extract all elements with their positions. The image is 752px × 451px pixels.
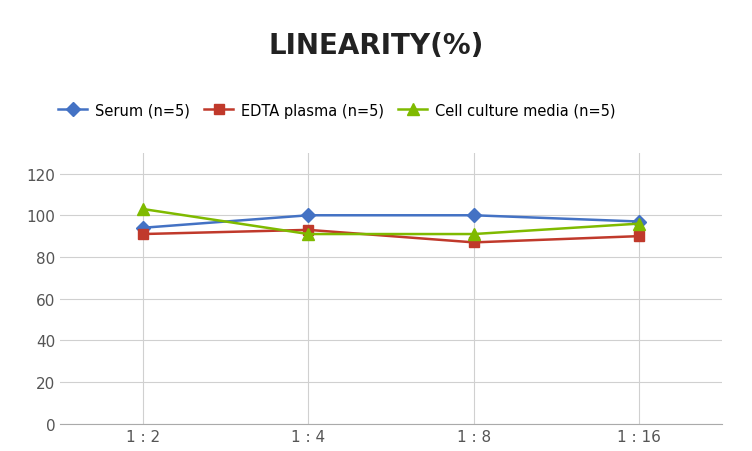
Line: Cell culture media (n=5): Cell culture media (n=5) — [137, 203, 645, 241]
Cell culture media (n=5) — [635, 221, 644, 227]
Cell culture media (n=5) — [469, 232, 478, 237]
Legend: Serum (n=5), EDTA plasma (n=5), Cell culture media (n=5): Serum (n=5), EDTA plasma (n=5), Cell cul… — [53, 97, 621, 124]
EDTA plasma (n=5) — [138, 232, 147, 237]
Serum (n=5) — [635, 219, 644, 225]
Line: Serum (n=5): Serum (n=5) — [138, 211, 644, 233]
Cell culture media (n=5) — [304, 232, 313, 237]
Line: EDTA plasma (n=5): EDTA plasma (n=5) — [138, 226, 644, 248]
EDTA plasma (n=5) — [469, 240, 478, 245]
EDTA plasma (n=5) — [635, 234, 644, 239]
Serum (n=5) — [304, 213, 313, 218]
EDTA plasma (n=5) — [304, 228, 313, 233]
Serum (n=5) — [469, 213, 478, 218]
Text: LINEARITY(%): LINEARITY(%) — [268, 32, 484, 60]
Cell culture media (n=5) — [138, 207, 147, 212]
Serum (n=5) — [138, 226, 147, 231]
